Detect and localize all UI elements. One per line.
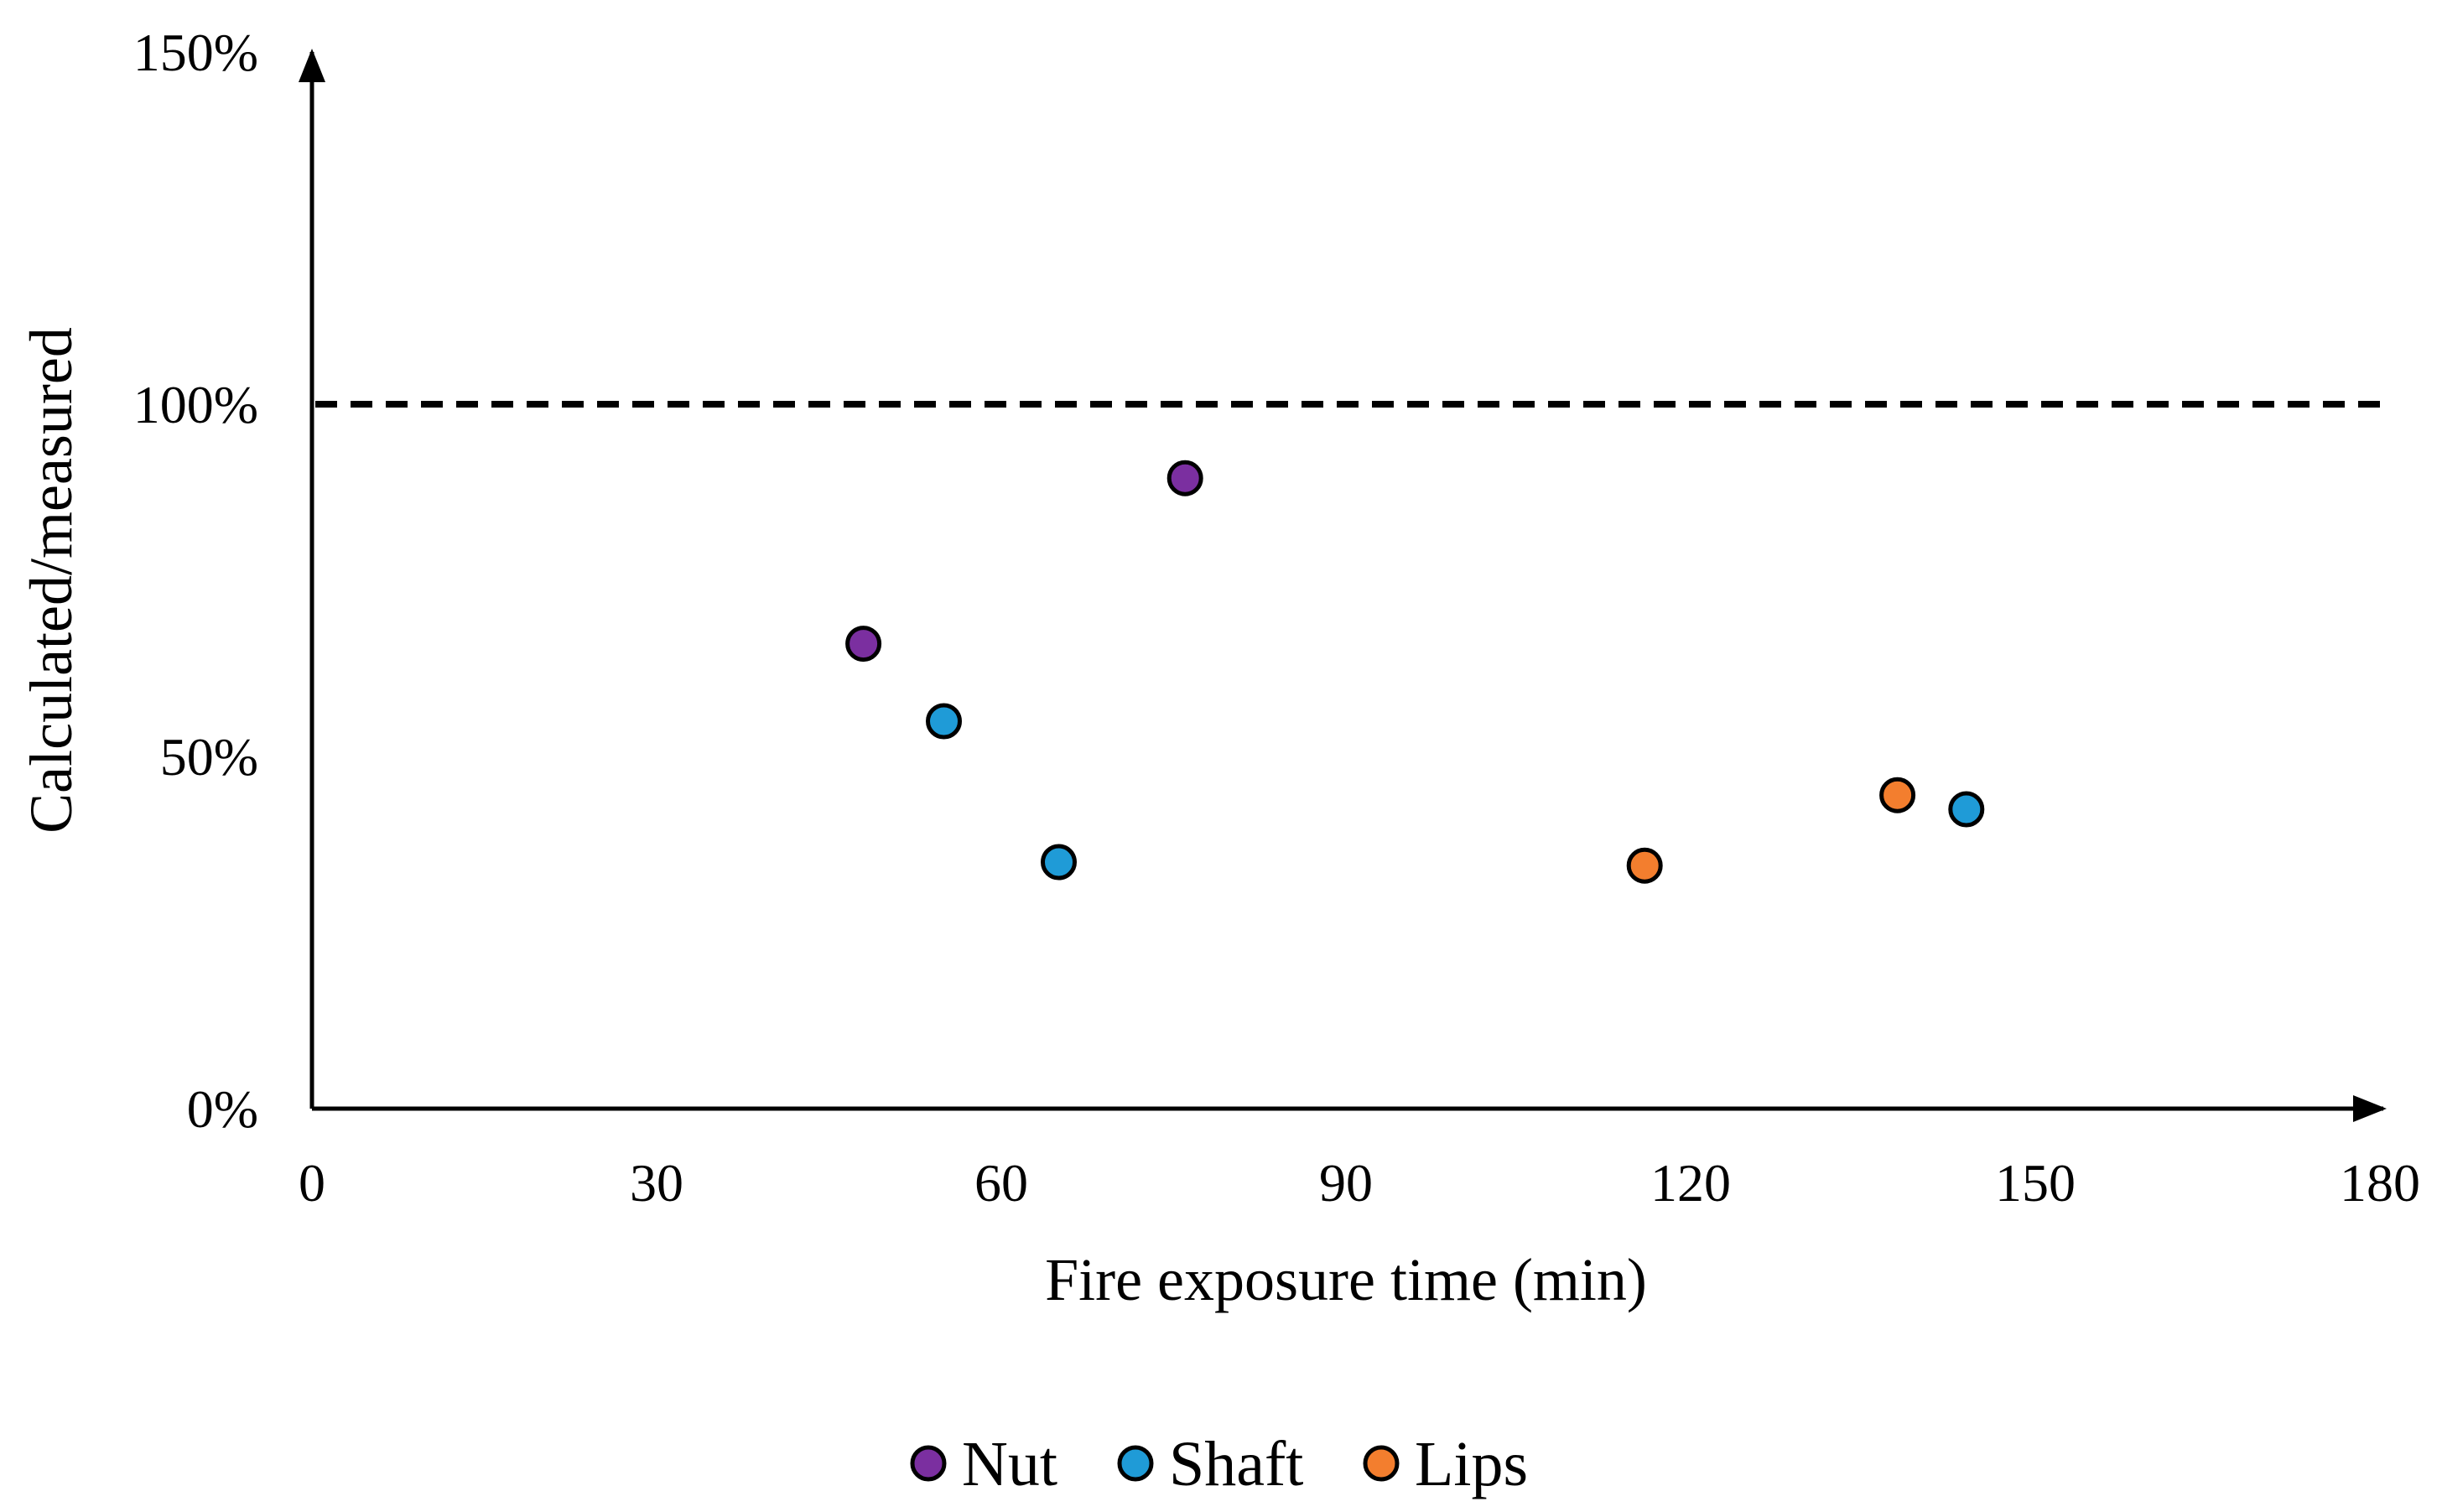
data-point-lips: [1626, 847, 1663, 884]
data-point-nut: [845, 626, 882, 662]
x-tick-label: 120: [1650, 1153, 1731, 1213]
axes: [299, 49, 2387, 1122]
x-tick-label: 0: [299, 1153, 325, 1213]
data-point-nut: [1166, 460, 1203, 496]
x-tick-label: 180: [2340, 1153, 2420, 1213]
data-point-shaft: [1041, 844, 1077, 881]
x-tick-label: 90: [1319, 1153, 1373, 1213]
legend-marker-nut: [910, 1445, 947, 1482]
x-axis-title: Fire exposure time (min): [1045, 1246, 1647, 1313]
y-axis-title: Calculated/measured: [18, 327, 85, 834]
data-point-lips: [1879, 777, 1916, 813]
y-tick-label: 150%: [133, 23, 258, 82]
y-tick-label: 50%: [160, 727, 258, 787]
x-tick-label: 60: [974, 1153, 1028, 1213]
axis-titles: Fire exposure time (min) Calculated/meas…: [18, 327, 1647, 1313]
tick-labels: 0 30 60 90 120 150 180 0% 50% 100% 150%: [133, 23, 2420, 1213]
legend-label-lips: Lips: [1415, 1429, 1528, 1499]
y-tick-label: 100%: [133, 375, 258, 434]
data-point-shaft: [926, 703, 962, 740]
legend-marker-shaft: [1117, 1445, 1154, 1482]
x-tick-label: 150: [1995, 1153, 2076, 1213]
data-point-shaft: [1948, 791, 1985, 828]
data-points: [845, 460, 1985, 884]
legend-label-nut: Nut: [962, 1429, 1057, 1499]
legend-marker-lips: [1363, 1445, 1400, 1482]
legend: Nut Shaft Lips: [910, 1429, 1528, 1499]
x-tick-label: 30: [630, 1153, 683, 1213]
legend-label-shaft: Shaft: [1169, 1429, 1303, 1499]
y-tick-label: 0%: [187, 1079, 258, 1139]
